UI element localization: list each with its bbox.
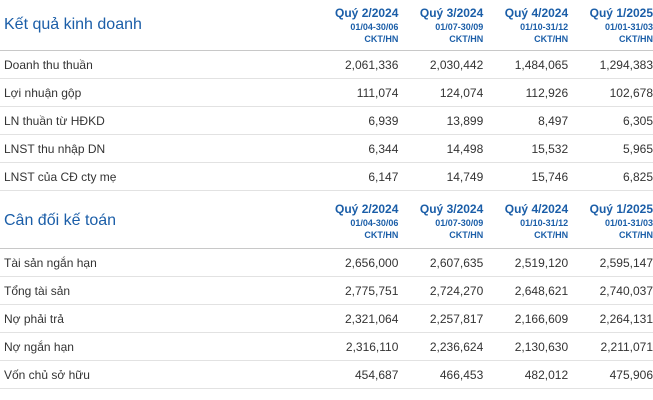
- audit-status-label: CKT/HN: [449, 34, 484, 44]
- cell-value: 2,257,817: [429, 311, 484, 326]
- cell-value: 6,147: [368, 169, 399, 184]
- cell-value: 475,906: [609, 367, 653, 382]
- date-range-label: 01/04-30/06: [350, 218, 399, 228]
- period-column-header[interactable]: Quý 3/2024 01/07-30/09 CKT/HN: [399, 194, 483, 248]
- cell-value: 2,236,624: [429, 339, 484, 354]
- audit-status-label: CKT/HN: [619, 34, 653, 44]
- cell-value: 102,678: [609, 85, 653, 100]
- period-column-header[interactable]: Quý 4/2024 01/10-31/12 CKT/HN: [484, 194, 568, 248]
- table-row: LNST thu nhập DN 6,344 14,498 15,532 5,9…: [0, 135, 653, 163]
- cell-value: 6,939: [368, 113, 399, 128]
- row-label: LNST thu nhập DN: [4, 141, 106, 156]
- cell-value: 5,965: [622, 141, 653, 156]
- audit-status-label: CKT/HN: [364, 34, 399, 44]
- period-column-header[interactable]: Quý 2/2024 01/04-30/06 CKT/HN: [315, 194, 399, 248]
- income-statement-header: Kết quả kinh doanh Quý 2/2024 01/04-30/0…: [0, 0, 653, 51]
- row-label: LN thuần từ HĐKD: [4, 113, 105, 128]
- cell-value: 2,519,120: [514, 255, 569, 270]
- row-label: Nợ ngắn hạn: [4, 339, 74, 354]
- cell-value: 2,595,147: [599, 255, 653, 270]
- cell-value: 2,264,131: [599, 311, 653, 326]
- date-range-label: 01/01-31/03: [604, 22, 653, 32]
- cell-value: 1,484,065: [514, 57, 569, 72]
- row-label: Lợi nhuận gộp: [4, 85, 82, 100]
- row-label: Vốn chủ sở hữu: [4, 367, 90, 382]
- cell-value: 2,607,635: [429, 255, 484, 270]
- cell-value: 124,074: [439, 85, 484, 100]
- cell-value: 2,724,270: [429, 283, 484, 298]
- date-range-label: 01/07-30/09: [435, 218, 484, 228]
- quarter-label: Quý 3/2024: [419, 6, 484, 20]
- cell-value: 2,316,110: [345, 339, 399, 354]
- cell-value: 6,305: [622, 113, 653, 128]
- date-range-label: 01/10-31/12: [520, 218, 569, 228]
- cell-value: 1,294,383: [599, 57, 653, 72]
- date-range-label: 01/10-31/12: [520, 22, 569, 32]
- period-column-header[interactable]: Quý 2/2024 01/04-30/06 CKT/HN: [315, 0, 399, 50]
- audit-status-label: CKT/HN: [449, 230, 484, 240]
- period-column-header[interactable]: Quý 1/2025 01/01-31/03 CKT/HN: [569, 0, 653, 50]
- cell-value: 2,775,751: [345, 283, 399, 298]
- table-row: Lợi nhuận gộp 111,074 124,074 112,926 10…: [0, 79, 653, 107]
- audit-status-label: CKT/HN: [534, 34, 569, 44]
- section-title: Cân đối kế toán: [4, 212, 117, 229]
- cell-value: 2,740,037: [599, 283, 653, 298]
- table-row: LNST của CĐ cty mẹ 6,147 14,749 15,746 6…: [0, 163, 653, 191]
- cell-value: 2,321,064: [345, 311, 399, 326]
- cell-value: 2,656,000: [345, 255, 399, 270]
- cell-value: 454,687: [355, 367, 399, 382]
- cell-value: 13,899: [446, 113, 484, 128]
- row-label: Tài sản ngắn hạn: [4, 255, 97, 270]
- cell-value: 2,648,621: [514, 283, 569, 298]
- period-column-header[interactable]: Quý 1/2025 01/01-31/03 CKT/HN: [569, 194, 653, 248]
- cell-value: 15,532: [531, 141, 569, 156]
- date-range-label: 01/01-31/03: [604, 218, 653, 228]
- balance-sheet-section: Cân đối kế toán Quý 2/2024 01/04-30/06 C…: [0, 194, 653, 389]
- cell-value: 112,926: [525, 85, 569, 100]
- cell-value: 2,130,630: [514, 339, 569, 354]
- cell-value: 2,166,609: [514, 311, 569, 326]
- date-range-label: 01/04-30/06: [350, 22, 399, 32]
- cell-value: 482,012: [524, 367, 569, 382]
- quarter-label: Quý 3/2024: [419, 202, 484, 216]
- table-row: Vốn chủ sở hữu 454,687 466,453 482,012 4…: [0, 361, 653, 389]
- section-title: Kết quả kinh doanh: [4, 16, 142, 33]
- row-label: Nợ phải trả: [4, 311, 64, 326]
- quarter-label: Quý 2/2024: [335, 202, 399, 216]
- income-statement-section: Kết quả kinh doanh Quý 2/2024 01/04-30/0…: [0, 0, 653, 191]
- table-row: LN thuần từ HĐKD 6,939 13,899 8,497 6,30…: [0, 107, 653, 135]
- quarter-label: Quý 4/2024: [504, 202, 569, 216]
- cell-value: 15,746: [531, 169, 569, 184]
- cell-value: 2,030,442: [429, 57, 484, 72]
- table-row: Tổng tài sản 2,775,751 2,724,270 2,648,6…: [0, 277, 653, 305]
- cell-value: 2,211,071: [600, 339, 653, 354]
- quarter-label: Quý 1/2025: [589, 6, 653, 20]
- cell-value: 2,061,336: [345, 57, 399, 72]
- cell-value: 111,074: [356, 85, 399, 100]
- cell-value: 466,453: [439, 367, 484, 382]
- balance-sheet-header: Cân đối kế toán Quý 2/2024 01/04-30/06 C…: [0, 194, 653, 249]
- cell-value: 14,498: [446, 141, 484, 156]
- row-label: LNST của CĐ cty mẹ: [4, 169, 117, 184]
- row-label: Tổng tài sản: [4, 283, 71, 298]
- table-row: Doanh thu thuần 2,061,336 2,030,442 1,48…: [0, 51, 653, 79]
- cell-value: 6,344: [368, 141, 399, 156]
- cell-value: 14,749: [446, 169, 484, 184]
- period-column-header[interactable]: Quý 3/2024 01/07-30/09 CKT/HN: [399, 0, 483, 50]
- audit-status-label: CKT/HN: [619, 230, 653, 240]
- quarter-label: Quý 4/2024: [504, 6, 569, 20]
- period-column-header[interactable]: Quý 4/2024 01/10-31/12 CKT/HN: [484, 0, 568, 50]
- audit-status-label: CKT/HN: [534, 230, 569, 240]
- table-row: Nợ ngắn hạn 2,316,110 2,236,624 2,130,63…: [0, 333, 653, 361]
- cell-value: 8,497: [538, 113, 569, 128]
- row-label: Doanh thu thuần: [4, 57, 93, 72]
- quarter-label: Quý 2/2024: [335, 6, 399, 20]
- date-range-label: 01/07-30/09: [435, 22, 484, 32]
- audit-status-label: CKT/HN: [364, 230, 399, 240]
- table-row: Nợ phải trả 2,321,064 2,257,817 2,166,60…: [0, 305, 653, 333]
- table-row: Tài sản ngắn hạn 2,656,000 2,607,635 2,5…: [0, 249, 653, 277]
- cell-value: 6,825: [622, 169, 653, 184]
- quarter-label: Quý 1/2025: [589, 202, 653, 216]
